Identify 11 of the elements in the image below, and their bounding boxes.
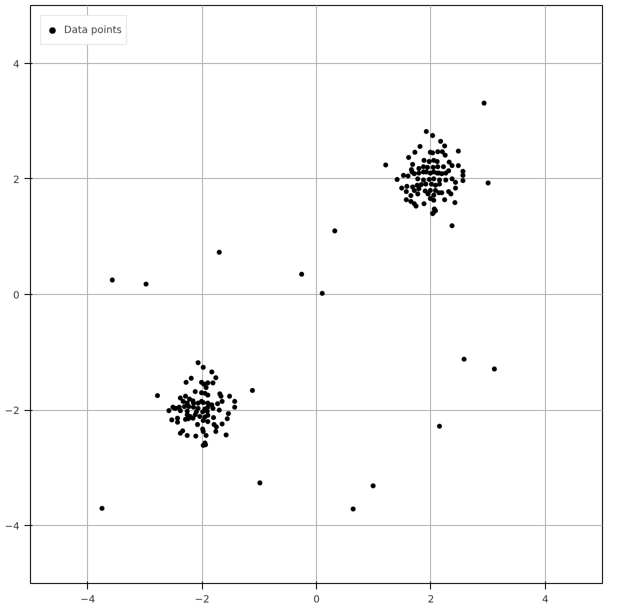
y-tick-label: −2	[4, 406, 20, 418]
y-tick-label: 4	[13, 59, 20, 70]
x-tick-label: −4	[80, 594, 96, 606]
x-tick-label: −2	[194, 594, 210, 606]
x-tick-label: 2	[428, 594, 434, 606]
legend-label: Data points	[64, 24, 122, 36]
y-tick-label: 0	[13, 290, 20, 302]
x-tick-label: 0	[313, 594, 320, 606]
y-tick-label: 2	[13, 174, 20, 186]
x-tick-label: 4	[542, 594, 548, 606]
y-tick-label: −4	[4, 522, 20, 533]
